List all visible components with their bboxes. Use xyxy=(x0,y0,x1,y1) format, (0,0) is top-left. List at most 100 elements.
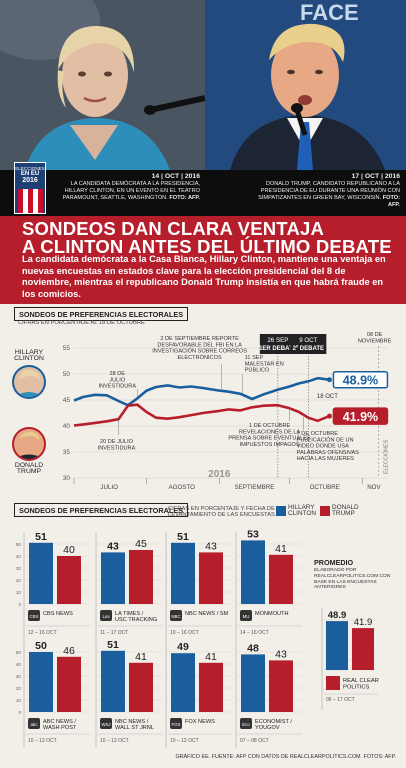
debate-label: 1ER DEBATE xyxy=(259,346,297,352)
clinton-avatar xyxy=(12,365,46,400)
bar-y-tick: 20 xyxy=(16,578,22,583)
bar-value-trump: 45 xyxy=(135,538,147,550)
bar-value-trump: 41 xyxy=(135,651,147,663)
poll-logo-icon xyxy=(240,610,252,621)
month-label: JULIO xyxy=(100,484,118,491)
poll-dates: 10 – 16 OCT xyxy=(170,630,199,636)
caption-right-date: 17 | OCT | 2016 xyxy=(351,173,400,180)
bar-value-clinton: 49 xyxy=(177,641,189,653)
bar-trump xyxy=(129,662,153,712)
line-chart-title: SONDEOS DE PREFERENCIAS ELECTORALES xyxy=(14,307,189,321)
final-value-box xyxy=(332,407,389,425)
bar-clinton xyxy=(171,653,195,712)
poll-dates: 07 – 08 OCT xyxy=(240,738,269,744)
debate-label: 2º DEBATE xyxy=(293,346,324,352)
poll-dates: 10 – 13 OCT xyxy=(28,738,57,744)
event-annotation: 28 DE JULIO INVESTIDURA xyxy=(98,371,136,390)
month-label: OCTUBRE xyxy=(310,484,340,491)
poll-dates: 10 – 12 OCT xyxy=(170,738,199,744)
headline-band: SONDEOS DAN CLARA VENTAJA A CLINTON ANTE… xyxy=(0,216,406,304)
event-annotation: 18 OCT xyxy=(317,394,338,400)
bar-clinton xyxy=(101,552,125,604)
poll-source: NBC NEWS / WALL ST JRNL xyxy=(115,719,154,731)
rcp-logo-icon xyxy=(326,676,340,690)
elections-label: ELECCIONES xyxy=(384,439,390,474)
bar-y-tick: 50 xyxy=(16,650,22,655)
debate-date: 26 SEP xyxy=(267,337,288,344)
bar-value-trump: 40 xyxy=(63,544,75,556)
caption-left: 14 | OCT | 2016 LA CANDIDATA DEMÓCRATA A… xyxy=(60,173,200,202)
final-value-label: 48.9% xyxy=(343,374,378,388)
bar-chart-title: SONDEOS DE PREFERENCIAS ELECTORALES xyxy=(14,503,189,517)
bar-trump xyxy=(269,660,293,712)
trump-avatar xyxy=(12,427,46,461)
trump-marker-label: DONALD TRUMP xyxy=(14,462,44,476)
bar-trump xyxy=(199,662,223,712)
bar-clinton xyxy=(29,652,53,712)
bar-value-clinton: 43 xyxy=(107,540,119,552)
trump-marker: DONALD TRUMP xyxy=(6,427,52,475)
final-value-box xyxy=(332,370,389,389)
poll-logo-text: FOX xyxy=(171,722,180,727)
poll-source: LA TIMES / USC TRACKING xyxy=(115,611,157,623)
footer-credits: GRÁFICO EE. FUENTE: AFP CON DATOS DE REA… xyxy=(175,754,396,760)
event-annotation: 08 DE NOVIEMBRE xyxy=(358,332,392,344)
legend-clinton-label: HILLARY CLINTON xyxy=(288,504,316,518)
average-note: PROMEDIO ELABORADO POR REALCLEARPOLITICS… xyxy=(314,558,404,591)
debate-box xyxy=(290,334,327,354)
poll-logo-icon xyxy=(100,610,112,621)
clinton-line xyxy=(73,376,330,407)
poll-source: NBC NEWS / SM xyxy=(185,611,229,617)
bar-y-tick: 10 xyxy=(16,590,22,595)
poll-logo-icon xyxy=(100,718,112,729)
legend-clinton-swatch xyxy=(276,506,286,516)
y-tick-label: 55 xyxy=(63,345,71,352)
bar-value-trump: 41 xyxy=(205,651,217,663)
month-label: AGOSTO xyxy=(169,484,196,491)
series-end-point xyxy=(326,377,332,383)
poll-source: MONMOUTH xyxy=(255,611,289,617)
debate-box xyxy=(259,334,296,354)
event-annotation: 1 DE OCTUBRE REVELACIONES DE LA PRENSA SOB… xyxy=(228,423,311,448)
bar-y-tick: 40 xyxy=(16,662,22,667)
bar-value-clinton: 51 xyxy=(177,531,189,543)
caption-left-text: LA CANDIDATA DEMÓCRATA A LA PRESIDENCIA,… xyxy=(62,181,200,201)
poll-logo-icon xyxy=(170,610,182,621)
poll-logo-icon xyxy=(28,610,40,621)
headline-lead: La candidata demócrata a la Casa Blanca,… xyxy=(22,254,386,299)
event-annotation: 2 DE SEPTIEMBRE REPORTE DESFAVORABLE DEL … xyxy=(152,336,247,361)
caption-bar: ELECCIONES EN EU 2016 14 | OCT | 2016 LA… xyxy=(0,162,406,216)
final-value-label: 41.9% xyxy=(343,410,378,424)
line-chart: 30 35 40 45 50 55 JULIO AGOSTO SEPTIEMBRE OCTUBRE… xyxy=(63,332,392,491)
poll-logo-icon xyxy=(240,718,252,729)
bar-clinton xyxy=(171,542,195,604)
poll-dates: 11 – 17 OCT xyxy=(100,630,128,636)
average-title: PROMEDIO xyxy=(314,558,354,567)
bar-value-clinton: 50 xyxy=(35,640,47,652)
headline-line1: SONDEOS DAN CLARA VENTAJA xyxy=(22,218,325,239)
y-tick-label: 40 xyxy=(63,423,71,430)
poll-logo-text: NBC xyxy=(171,614,180,619)
legend-trump-swatch xyxy=(320,506,330,516)
poll-source: FOX NEWS xyxy=(185,719,215,725)
bar-value-average-clinton: 48.9 xyxy=(328,610,347,621)
bar-average-clinton xyxy=(326,621,348,670)
bar-trump xyxy=(269,554,293,604)
poll-source: CBS NEWS xyxy=(43,611,73,617)
series-end-point xyxy=(326,413,332,419)
bar-clinton xyxy=(241,540,265,604)
bar-value-clinton: 51 xyxy=(35,531,47,543)
month-label: NOV xyxy=(367,484,381,491)
bar-clinton xyxy=(29,542,53,604)
clinton-photo xyxy=(0,0,205,170)
bar-y-tick: 30 xyxy=(16,674,22,679)
y-tick-label: 45 xyxy=(63,397,71,404)
headline-line2: A CLINTON ANTES DEL ÚLTIMO DEBATE xyxy=(22,236,392,257)
poll-dates: 14 – 16 OCT xyxy=(240,630,269,636)
y-tick-label: 35 xyxy=(63,449,71,456)
badge-line2: EN EU xyxy=(20,171,40,177)
poll-logo-icon xyxy=(28,718,40,729)
caption-right: 17 | OCT | 2016 DONALD TRUMP, CANDIDATO … xyxy=(248,173,400,209)
legend-trump-label: DONALD TRUMP xyxy=(332,504,359,518)
trump-photo: FACE xyxy=(205,0,406,170)
